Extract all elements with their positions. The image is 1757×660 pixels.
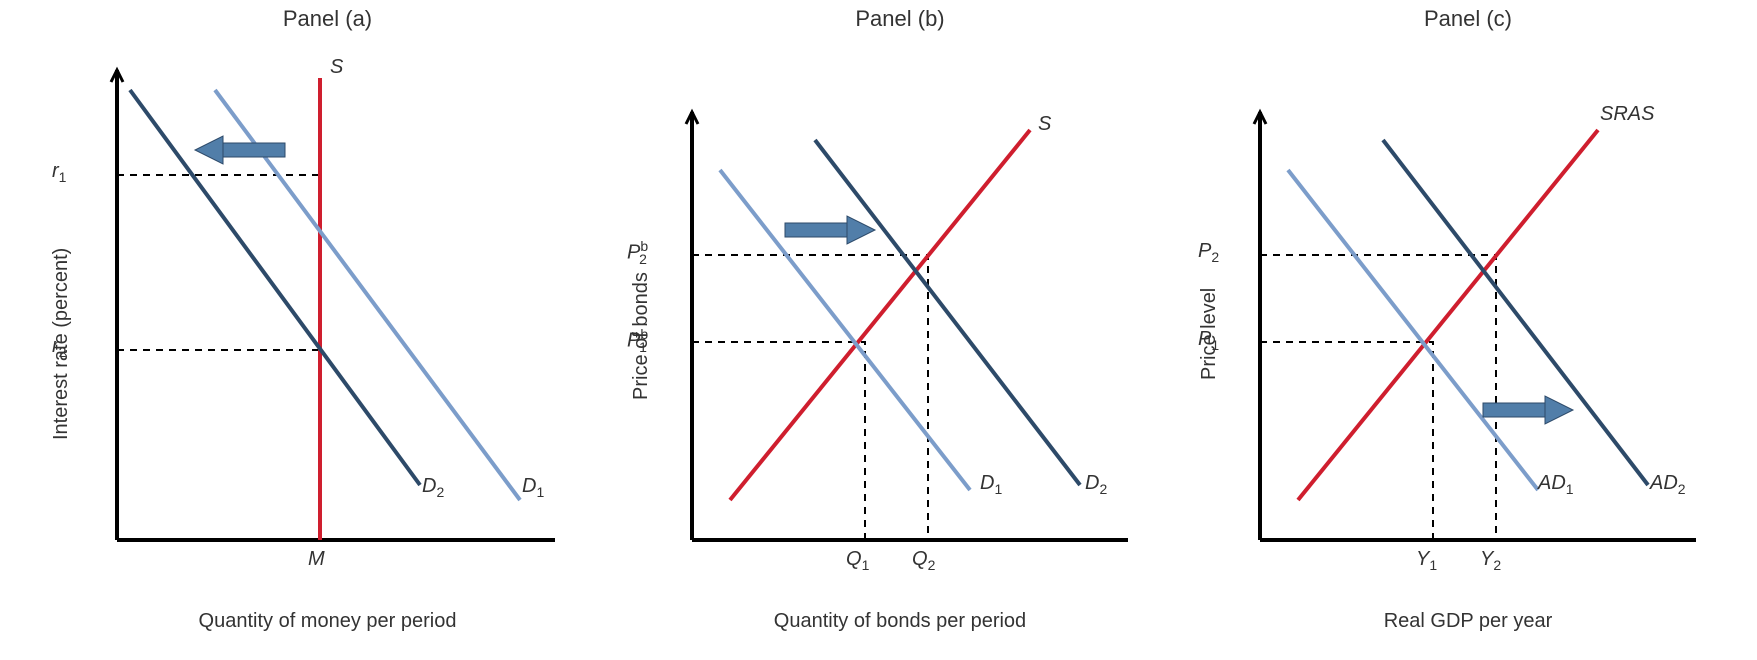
panel-b-curves-1: D1	[980, 472, 1002, 497]
panel-a-xlabel: Quantity of money per period	[85, 610, 570, 633]
panel-c-xticks-0: Y1	[1416, 548, 1437, 573]
panel-a-curves-2: D1	[522, 475, 544, 500]
panel-b-curves-2: D2	[1085, 472, 1107, 497]
panel-c-yticks-0: P2	[1198, 240, 1219, 265]
panel-b-title: Panel (b)	[660, 6, 1140, 32]
panel-c-xlabel: Real GDP per year	[1228, 610, 1708, 633]
panel-c-curves-0: SRAS	[1600, 103, 1654, 126]
panel-a-yticks-0: r1	[52, 160, 66, 185]
panel-a	[85, 40, 570, 550]
panel-c-curves-1: AD1	[1538, 472, 1574, 497]
panel-b-yticks-0: Pb2	[627, 238, 647, 267]
guides	[117, 175, 320, 350]
axes	[1254, 112, 1696, 540]
panel-b-xlabel: Quantity of bonds per period	[660, 610, 1140, 633]
panel-a-xticks-0: M	[308, 548, 325, 571]
panel-a-curves-1: D2	[422, 475, 444, 500]
panel-c-yticks-1: P1	[1198, 328, 1219, 353]
sras-line	[1298, 130, 1598, 500]
supply-line	[730, 130, 1030, 500]
ad2-line	[1383, 140, 1648, 485]
panel-c-xticks-1: Y2	[1480, 548, 1501, 573]
panel-b	[660, 40, 1140, 550]
axes	[686, 112, 1128, 540]
panel-a-curves-0: S	[330, 56, 343, 79]
d1-line	[720, 170, 970, 490]
axes	[111, 70, 555, 540]
panel-a-plot	[85, 40, 570, 550]
panel-c-curves-2: AD2	[1650, 472, 1686, 497]
panel-b-curves-0: S	[1038, 113, 1051, 136]
d2-line	[815, 140, 1080, 485]
shift-arrow-left-icon	[195, 136, 285, 164]
panel-b-yticks-1: Pb1	[627, 326, 647, 355]
ad1-line	[1288, 170, 1538, 490]
panel-b-xticks-0: Q1	[846, 548, 869, 573]
panel-a-title: Panel (a)	[85, 6, 570, 32]
shift-arrow-right-icon	[785, 216, 875, 244]
panel-b-plot	[660, 40, 1140, 550]
economics-three-panel-figure: Panel (a) Interest rate (percent) Quanti…	[0, 0, 1757, 660]
panel-b-xticks-1: Q2	[912, 548, 935, 573]
panel-c-title: Panel (c)	[1228, 6, 1708, 32]
panel-a-yticks-1: r2	[52, 335, 66, 360]
